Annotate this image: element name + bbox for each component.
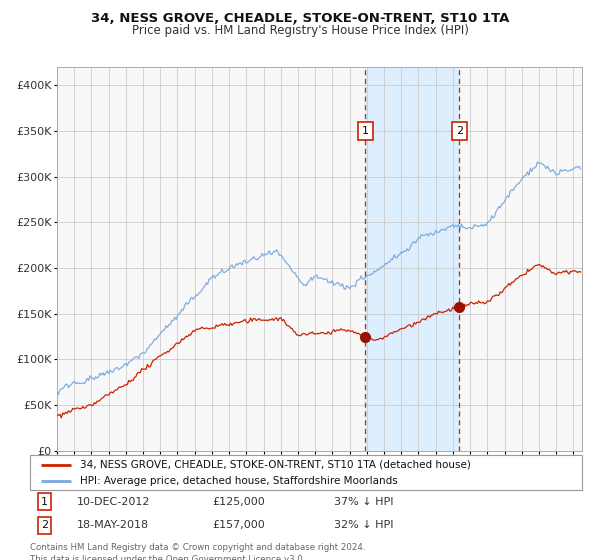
- Text: 37% ↓ HPI: 37% ↓ HPI: [334, 497, 393, 507]
- Text: Price paid vs. HM Land Registry's House Price Index (HPI): Price paid vs. HM Land Registry's House …: [131, 24, 469, 36]
- Text: 34, NESS GROVE, CHEADLE, STOKE-ON-TRENT, ST10 1TA: 34, NESS GROVE, CHEADLE, STOKE-ON-TRENT,…: [91, 12, 509, 25]
- Text: 18-MAY-2018: 18-MAY-2018: [77, 520, 149, 530]
- Text: 2: 2: [456, 126, 463, 136]
- Text: 1: 1: [362, 126, 369, 136]
- Text: 2: 2: [41, 520, 48, 530]
- Text: Contains HM Land Registry data © Crown copyright and database right 2024.
This d: Contains HM Land Registry data © Crown c…: [30, 543, 365, 560]
- Text: 34, NESS GROVE, CHEADLE, STOKE-ON-TRENT, ST10 1TA (detached house): 34, NESS GROVE, CHEADLE, STOKE-ON-TRENT,…: [80, 460, 470, 470]
- Text: £125,000: £125,000: [212, 497, 265, 507]
- Text: 32% ↓ HPI: 32% ↓ HPI: [334, 520, 393, 530]
- FancyBboxPatch shape: [30, 455, 582, 490]
- Text: 10-DEC-2012: 10-DEC-2012: [77, 497, 151, 507]
- Bar: [365, 67, 460, 451]
- Text: £157,000: £157,000: [212, 520, 265, 530]
- Text: 1: 1: [41, 497, 48, 507]
- Text: HPI: Average price, detached house, Staffordshire Moorlands: HPI: Average price, detached house, Staf…: [80, 477, 397, 486]
